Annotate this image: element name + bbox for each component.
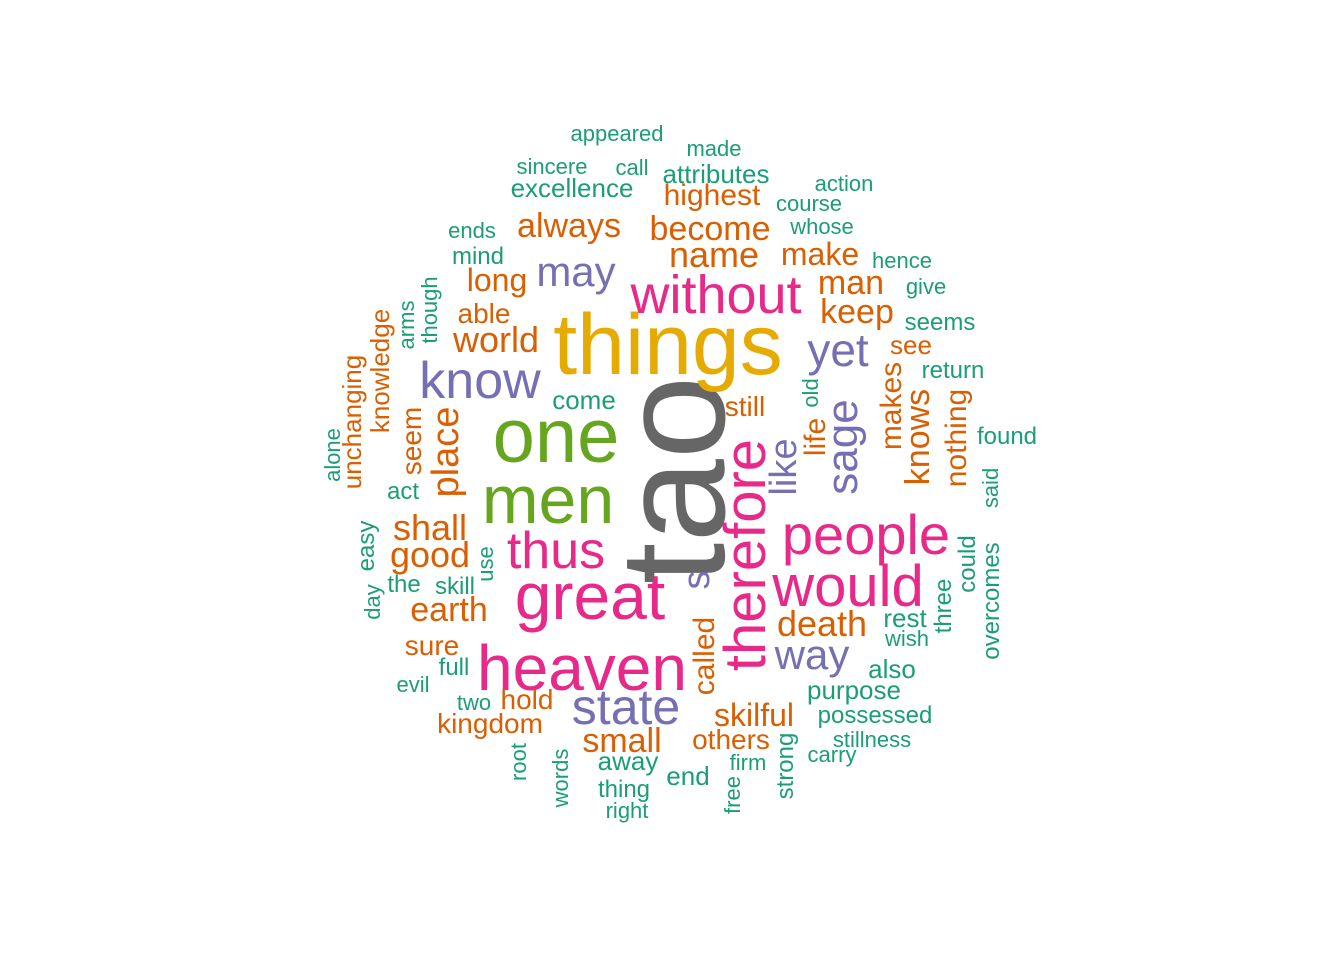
word-though: though — [417, 276, 442, 344]
word-shall: shall — [392, 507, 468, 548]
word-long: long — [466, 262, 528, 298]
word-make: make — [780, 236, 860, 272]
word-small: small — [582, 722, 662, 760]
word-thing: thing — [597, 776, 651, 803]
word-three: three — [930, 578, 957, 634]
word-rest: rest — [883, 603, 927, 633]
word-carry: carry — [807, 742, 857, 767]
word-ends: ends — [448, 218, 496, 243]
word-firm: firm — [729, 750, 767, 775]
word-makes: makes — [875, 361, 908, 451]
word-heaven: heaven — [477, 632, 687, 704]
word-wish: wish — [884, 626, 930, 651]
word-thus: thus — [506, 522, 606, 580]
word-course: course — [775, 191, 843, 216]
word-act: act — [386, 478, 420, 505]
word-seem: seem — [396, 406, 427, 476]
word-stillness: stillness — [832, 727, 912, 752]
word-made: made — [686, 136, 742, 161]
word-always: always — [517, 207, 621, 245]
word-able: able — [457, 298, 511, 329]
word-men: men — [481, 462, 615, 538]
word-still: still — [724, 391, 766, 422]
word-mind: mind — [451, 243, 505, 270]
word-see: see — [890, 330, 932, 360]
word-evil: evil — [396, 672, 430, 697]
word-give: give — [905, 274, 947, 299]
word-words: words — [548, 748, 573, 808]
word-death: death — [776, 603, 868, 644]
word-life: life — [799, 417, 832, 457]
word-hold: hold — [500, 684, 554, 715]
word-sure: sure — [404, 630, 460, 661]
word-without: without — [630, 265, 802, 325]
word-world: world — [452, 319, 540, 360]
word-excellence: excellence — [510, 173, 634, 203]
word-sincere: sincere — [516, 154, 588, 179]
word-action: action — [814, 171, 874, 196]
word-easy: easy — [353, 520, 380, 572]
word-come: come — [552, 385, 616, 415]
word-use: use — [473, 546, 498, 582]
word-alone: alone — [320, 428, 345, 482]
word-knowledge: knowledge — [365, 308, 395, 434]
word-away: away — [597, 746, 659, 776]
word-earth: earth — [410, 591, 488, 629]
word-arms: arms — [394, 300, 419, 350]
word-found: found — [976, 423, 1038, 450]
word-skill: skill — [435, 573, 475, 600]
word-yet: yet — [807, 324, 869, 376]
word-know: know — [419, 352, 541, 410]
word-two: two — [456, 690, 492, 715]
word-place: place — [425, 406, 467, 498]
word-would: would — [772, 554, 924, 619]
word-called: called — [688, 616, 721, 696]
word-said: said — [978, 467, 1003, 509]
word-possessed: possessed — [817, 702, 933, 729]
word-one: one — [492, 394, 620, 479]
word-like: like — [763, 438, 805, 496]
word-hence: hence — [872, 248, 932, 273]
word-skilful: skilful — [713, 697, 795, 733]
word-state: state — [571, 679, 681, 735]
word-end: end — [666, 761, 710, 791]
word-keep: keep — [820, 293, 894, 331]
word-others: others — [692, 724, 770, 755]
word-way: way — [774, 631, 850, 678]
word-free: free — [720, 776, 745, 814]
word-could: could — [954, 535, 981, 593]
word-full: full — [438, 654, 470, 681]
word-appeared: appeared — [570, 121, 664, 146]
word-overcomes: overcomes — [978, 542, 1005, 660]
word-whose: whose — [790, 214, 854, 239]
word-people: people — [781, 503, 951, 566]
word-right: right — [605, 798, 649, 823]
word-may: may — [536, 248, 616, 295]
word-call: call — [615, 155, 649, 180]
word-s: s — [676, 570, 718, 590]
word-old: old — [798, 378, 823, 408]
word-man: man — [817, 264, 885, 302]
word-seems: seems — [904, 309, 976, 336]
word-things: things — [553, 297, 783, 393]
word-root: root — [506, 743, 531, 781]
word-good: good — [389, 534, 471, 575]
word-become: become — [649, 210, 771, 248]
word-name: name — [668, 234, 760, 275]
word-kingdom: kingdom — [437, 708, 543, 739]
word-day: day — [360, 584, 385, 620]
word-also: also — [868, 654, 916, 684]
word-nothing: nothing — [940, 388, 973, 488]
word-strong: strong — [772, 732, 799, 800]
word-purpose: purpose — [807, 675, 901, 705]
word-highest: highest — [663, 179, 761, 212]
word-return: return — [921, 357, 985, 384]
word-great: great — [514, 559, 666, 633]
word-the: the — [387, 571, 421, 598]
word-attributes: attributes — [662, 159, 770, 189]
